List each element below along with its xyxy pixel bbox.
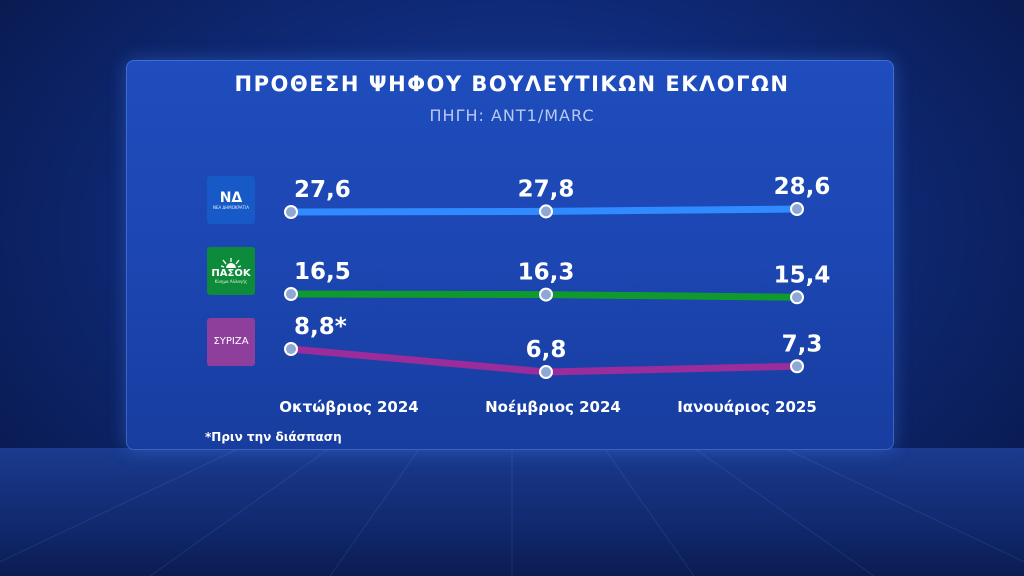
chart-title: ΠΡΟΘΕΣΗ ΨΗΦΟΥ ΒΟΥΛΕΥΤΙΚΩΝ ΕΚΛΟΓΩΝ: [234, 72, 790, 96]
chart-subtitle: ΠΗΓΗ: ANT1/MARC: [429, 106, 595, 125]
data-label: 28,6: [774, 174, 831, 200]
data-point: [539, 287, 553, 302]
nd-logo: ΝΔ ΝΕΑ ΔΗΜΟΚΡΑΤΙΑ: [207, 176, 255, 224]
data-point: [284, 342, 298, 356]
footnote: *Πριν την διάσπαση: [205, 430, 342, 444]
data-point: [539, 365, 553, 379]
sun-icon: [221, 258, 241, 268]
x-tick-label: Οκτώβριος 2024: [279, 398, 419, 416]
data-point: [284, 205, 298, 219]
data-point: [790, 202, 804, 216]
data-point: [790, 290, 804, 305]
pasok-logo: ΠΑΣΟΚ Κίνημα Αλλαγής: [207, 247, 255, 295]
x-tick-label: Νοέμβριος 2024: [485, 398, 621, 416]
nd-logo-text: ΝΔ: [219, 189, 243, 206]
data-label: 16,5: [294, 259, 351, 285]
data-label: 6,8: [526, 337, 567, 363]
data-point: [539, 204, 553, 219]
data-point: [790, 359, 804, 374]
syriza-logo-text: ΣΥΡΙΖΑ: [213, 336, 249, 347]
nd-logo-subtext: ΝΕΑ ΔΗΜΟΚΡΑΤΙΑ: [212, 204, 249, 210]
pasok-logo-subtext: Κίνημα Αλλαγής: [214, 279, 248, 284]
x-tick-label: Ιανουάριος 2025: [677, 398, 817, 416]
pasok-logo-text: ΠΑΣΟΚ: [211, 268, 251, 279]
floor-grid: [0, 448, 1024, 576]
data-label: 27,6: [294, 177, 351, 203]
data-label: 15,4: [774, 262, 831, 288]
data-label: 27,8: [518, 176, 575, 202]
data-label: 7,3: [782, 331, 823, 357]
data-point: [284, 287, 298, 301]
data-label: 8,8*: [294, 314, 347, 340]
syriza-logo: ΣΥΡΙΖΑ: [207, 318, 255, 366]
data-label: 16,3: [518, 260, 575, 286]
